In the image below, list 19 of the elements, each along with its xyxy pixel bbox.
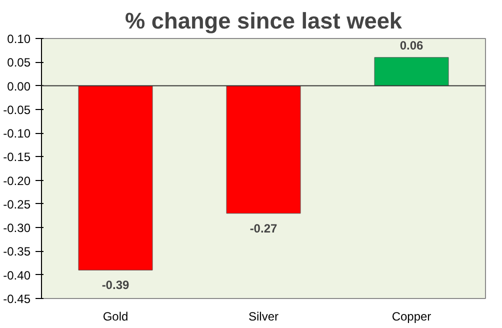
- y-tick-label: -0.10: [3, 126, 31, 141]
- y-tick-label: 0.00: [7, 79, 31, 94]
- y-tick-label: 0.05: [7, 56, 31, 70]
- y-tick-label: 0.10: [7, 32, 31, 46]
- y-tick-label: -0.45: [3, 292, 31, 306]
- data-label: -0.27: [250, 221, 278, 236]
- x-tick-label: Gold: [102, 310, 128, 324]
- y-tick-label: -0.30: [3, 221, 31, 236]
- data-label: -0.39: [102, 278, 130, 292]
- y-tick-label: -0.05: [3, 102, 31, 117]
- x-tick-label: Silver: [248, 310, 279, 324]
- y-tick-label: -0.15: [3, 150, 31, 164]
- data-label: 0.06: [400, 38, 424, 52]
- x-tick-label: Copper: [392, 310, 432, 324]
- y-tick-label: -0.40: [3, 268, 31, 282]
- y-tick-label: -0.25: [3, 197, 31, 212]
- chart-title: % change since last week: [124, 8, 402, 34]
- y-tick-label: -0.20: [3, 174, 31, 188]
- y-tick-label: -0.35: [3, 244, 31, 259]
